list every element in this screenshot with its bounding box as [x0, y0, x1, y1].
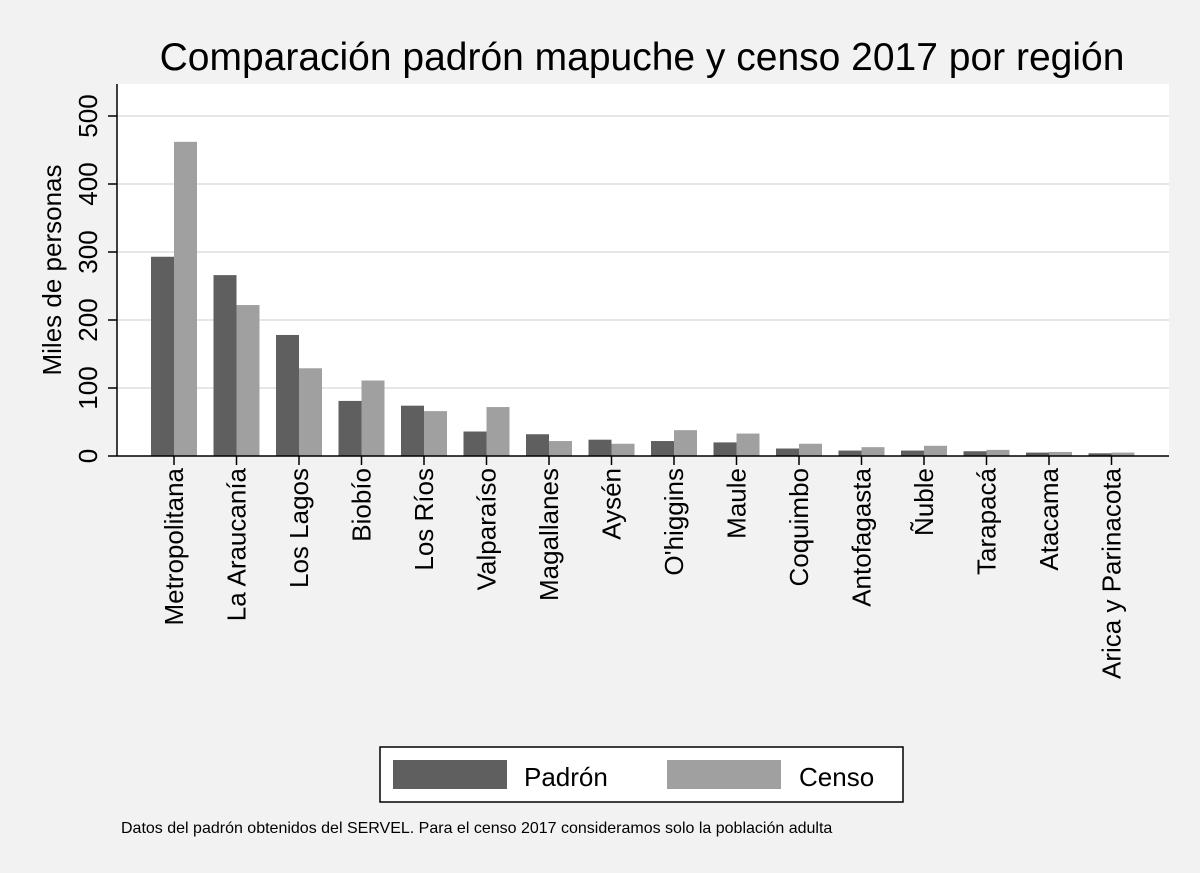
- bars: [151, 141, 1135, 456]
- bar-censo: [1049, 451, 1072, 456]
- chart-note: Datos del padrón obtenidos del SERVEL. P…: [121, 820, 832, 837]
- bar-padron: [776, 448, 799, 456]
- bar-padron: [963, 451, 987, 456]
- x-tick-label: Antofagasta: [847, 467, 877, 606]
- bar-padron: [901, 450, 924, 456]
- bar-censo: [299, 368, 322, 456]
- x-tick-label: Tarapacá: [972, 467, 1002, 574]
- bar-padron: [276, 334, 299, 456]
- bar-padron: [213, 275, 237, 456]
- x-tick-label: Valparaíso: [472, 468, 502, 590]
- bar-censo: [236, 305, 260, 456]
- bar-censo: [924, 445, 947, 456]
- bar-padron: [1026, 452, 1049, 456]
- y-tick-label: 200: [73, 298, 103, 341]
- bar-censo: [486, 407, 510, 456]
- x-tick-label: Atacama: [1034, 467, 1064, 570]
- x-tick-label: Coquimbo: [784, 468, 814, 587]
- bar-censo: [674, 430, 697, 456]
- legend-swatch-censo: [667, 760, 781, 789]
- legend-box: [379, 746, 904, 803]
- bar-censo: [861, 447, 885, 456]
- bar-padron: [526, 434, 549, 456]
- x-tick-label: Ñuble: [909, 468, 939, 536]
- bar-censo: [611, 443, 635, 456]
- x-tick-label: Aysén: [597, 468, 627, 540]
- x-tick-label: Los Lagos: [284, 468, 314, 588]
- x-tick-label: Los Ríos: [409, 468, 439, 571]
- x-tick-label: Arica y Parinacota: [1097, 467, 1127, 679]
- y-axis-ticks: 0 100 200 300 400 500: [73, 94, 117, 463]
- legend-swatch-padron: [393, 760, 507, 789]
- bar-censo: [361, 380, 385, 456]
- legend: Padrón Censo: [379, 746, 904, 803]
- x-tick-label: O'higgins: [659, 468, 689, 576]
- x-tick-label: Metropolitana: [159, 467, 189, 625]
- y-axis-label: Miles de personas: [37, 165, 67, 376]
- y-tick-label: 300: [73, 230, 103, 273]
- x-tick-label: Biobío: [347, 468, 377, 542]
- x-axis-ticks: Metropolitana La Araucanía Los Lagos Biobío…: [159, 456, 1127, 679]
- bar-censo: [1111, 452, 1135, 456]
- x-tick-label: Magallanes: [534, 468, 564, 601]
- chart-title: Comparación padrón mapuche y censo 2017 …: [160, 36, 1125, 79]
- y-tick-label: 100: [73, 366, 103, 409]
- bar-padron: [1088, 453, 1112, 456]
- bar-padron: [463, 431, 487, 456]
- x-tick-label: La Araucanía: [222, 467, 252, 621]
- bar-padron: [151, 256, 174, 456]
- legend-label-censo: Censo: [799, 762, 874, 792]
- bar-padron: [651, 441, 674, 456]
- plot-area: [117, 84, 1169, 456]
- bar-padron: [838, 450, 862, 456]
- y-tick-label: 0: [73, 449, 103, 463]
- bar-censo: [174, 141, 197, 456]
- bar-censo: [736, 433, 760, 456]
- bar-padron: [713, 442, 737, 456]
- legend-label-padron: Padrón: [524, 762, 608, 792]
- bar-padron: [588, 439, 612, 456]
- y-tick-label: 500: [73, 94, 103, 137]
- x-tick-label: Maule: [722, 468, 752, 539]
- bar-padron: [401, 405, 424, 456]
- y-tick-label: 400: [73, 162, 103, 205]
- bar-censo: [424, 411, 447, 456]
- bar-censo: [986, 449, 1010, 456]
- bar-censo: [799, 443, 822, 456]
- bar-padron: [338, 400, 362, 456]
- bar-censo: [549, 441, 572, 456]
